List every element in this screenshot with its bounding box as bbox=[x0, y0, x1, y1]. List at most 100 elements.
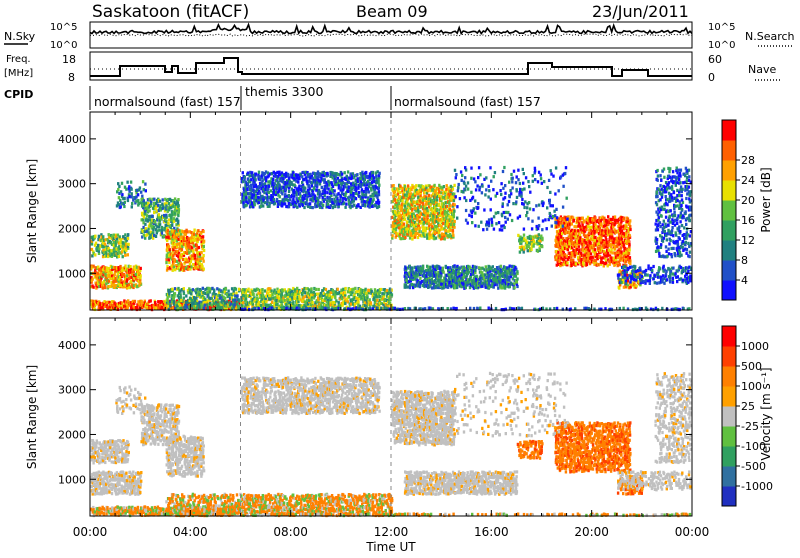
power-cell bbox=[364, 288, 366, 291]
power-cell bbox=[401, 199, 403, 202]
power-cell bbox=[347, 170, 349, 173]
power-cell bbox=[516, 277, 518, 280]
power-cell bbox=[445, 229, 447, 232]
power-cell bbox=[117, 188, 119, 191]
power-cell bbox=[173, 217, 175, 220]
power-cell bbox=[307, 292, 309, 295]
power-cell bbox=[488, 282, 490, 285]
power-cell bbox=[177, 201, 179, 204]
power-cell bbox=[177, 214, 179, 217]
power-cell bbox=[127, 199, 129, 202]
power-cell bbox=[294, 184, 296, 187]
power-cell bbox=[227, 290, 229, 293]
power-cell bbox=[375, 175, 377, 178]
power-cell bbox=[485, 265, 487, 268]
power-cell bbox=[127, 237, 129, 240]
power-cell bbox=[417, 196, 419, 199]
power-cell bbox=[169, 214, 171, 217]
power-cell bbox=[192, 249, 194, 252]
power-cell bbox=[378, 205, 380, 208]
power-cell bbox=[453, 184, 455, 187]
power-cell bbox=[281, 293, 283, 296]
power-cell bbox=[516, 270, 518, 273]
power-cell bbox=[340, 186, 342, 189]
power-cell bbox=[161, 232, 163, 235]
power-cell bbox=[426, 209, 428, 212]
power-cell bbox=[145, 189, 147, 192]
power-cell bbox=[332, 290, 334, 293]
power-cell bbox=[234, 303, 236, 306]
station-title: Saskatoon (fitACF) bbox=[92, 2, 249, 22]
power-cell bbox=[186, 306, 188, 309]
power-cell bbox=[185, 301, 187, 304]
power-cell bbox=[126, 181, 128, 184]
freq-label-1: Freq. bbox=[6, 54, 31, 65]
power-cell bbox=[453, 210, 455, 213]
power-cell bbox=[140, 191, 142, 194]
power-cell bbox=[274, 182, 276, 185]
power-cell bbox=[193, 233, 195, 236]
power-cell bbox=[207, 307, 209, 310]
power-cell bbox=[476, 307, 478, 310]
power-cell bbox=[138, 202, 140, 205]
power-cell bbox=[344, 182, 346, 185]
power-cell bbox=[123, 197, 125, 200]
power-cell bbox=[405, 276, 407, 279]
power-cell bbox=[348, 295, 350, 298]
power-cell bbox=[380, 307, 382, 310]
power-cell bbox=[178, 204, 180, 207]
power-cell bbox=[183, 287, 185, 290]
power-cell bbox=[435, 237, 437, 240]
power-cell bbox=[504, 287, 506, 290]
power-cell bbox=[442, 222, 444, 225]
power-cell bbox=[174, 197, 176, 200]
power-cell bbox=[469, 307, 471, 310]
noise-left-tick-top: 10^5 bbox=[50, 22, 77, 33]
power-cell bbox=[304, 187, 306, 190]
power-cell bbox=[237, 298, 239, 301]
power-cell bbox=[442, 267, 444, 270]
power-cell bbox=[258, 171, 260, 174]
power-cell bbox=[245, 196, 247, 199]
power-cell bbox=[319, 191, 321, 194]
power-cell bbox=[303, 197, 305, 200]
power-cell bbox=[440, 274, 442, 277]
power-cell bbox=[193, 296, 195, 299]
power-cell bbox=[202, 287, 204, 290]
power-cell bbox=[452, 234, 454, 237]
power-cell bbox=[270, 289, 272, 292]
power-cell bbox=[415, 184, 417, 187]
power-cell bbox=[394, 210, 396, 213]
power-cell bbox=[260, 304, 262, 307]
power-cell bbox=[426, 265, 428, 268]
power-cell bbox=[379, 295, 381, 298]
power-cell bbox=[404, 204, 406, 207]
power-cell bbox=[212, 299, 214, 302]
power-cell bbox=[242, 171, 244, 174]
power-cell bbox=[127, 243, 129, 246]
power-cell bbox=[167, 222, 169, 225]
power-cell bbox=[419, 277, 421, 280]
power-cell bbox=[166, 298, 168, 301]
power-cell bbox=[422, 232, 424, 235]
power-cell bbox=[181, 248, 183, 251]
power-cell bbox=[92, 286, 94, 289]
beam-title: Beam 09 bbox=[356, 2, 428, 21]
power-cell bbox=[419, 285, 421, 288]
power-heatmap bbox=[90, 112, 692, 311]
power-cell bbox=[114, 273, 116, 276]
power-cell bbox=[165, 216, 167, 219]
power-cell bbox=[345, 203, 347, 206]
power-cell bbox=[129, 265, 131, 268]
power-cell bbox=[98, 247, 100, 250]
power-cell bbox=[131, 195, 133, 198]
power-cell bbox=[363, 200, 365, 203]
noise-right-tick-top: 10^5 bbox=[708, 22, 735, 33]
power-cell bbox=[266, 202, 268, 205]
power-cell bbox=[192, 263, 194, 266]
power-cell bbox=[436, 208, 438, 211]
power-cell bbox=[144, 212, 146, 215]
power-cell bbox=[386, 289, 388, 292]
freq-line bbox=[90, 58, 692, 76]
power-cell bbox=[200, 251, 202, 254]
